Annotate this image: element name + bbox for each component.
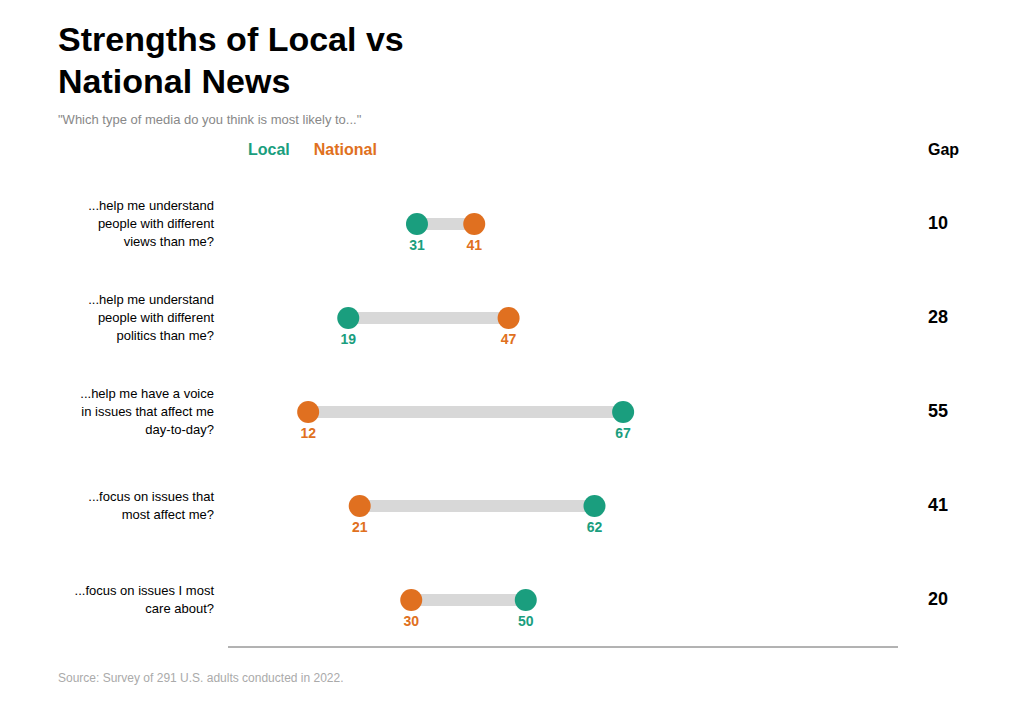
svg-text:28: 28 [928,307,948,327]
html-text:National News: National News [58,62,291,100]
html-text:Local: Local [248,141,290,158]
svg-text:41: 41 [466,237,482,253]
svg-text:10: 10 [928,213,948,233]
svg-text:47: 47 [501,331,517,347]
svg-text:21: 21 [352,519,368,535]
html-text:Source: Survey of 291 U.S. adu: Source: Survey of 291 U.S. adults conduc… [58,671,344,685]
svg-text:12: 12 [300,425,316,441]
html-text:"Which type of media do you th: "Which type of media do you think is mos… [58,112,362,127]
svg-text:...help me understandpeople wi: ...help me understandpeople with differe… [88,198,214,249]
svg-text:...focus on issues I mostcare: ...focus on issues I mostcare about? [75,583,215,616]
svg-text:41: 41 [928,495,948,515]
html-text:National: National [313,141,377,158]
svg-text:30: 30 [403,613,419,629]
svg-text:...focus on issues thatmost af: ...focus on issues thatmost affect me? [88,489,214,522]
svg-text:50: 50 [518,613,534,629]
html-text:Gap: Gap [928,141,960,158]
svg-text:55: 55 [928,401,948,421]
svg-text:19: 19 [340,331,356,347]
svg-text:31: 31 [409,237,425,253]
svg-text:67: 67 [615,425,631,441]
svg-text:...help me have a voicein issu: ...help me have a voicein issues that af… [80,386,214,437]
svg-text:...help me understandpeople wi: ...help me understandpeople with differe… [88,292,214,343]
svg-text:20: 20 [928,589,948,609]
html-text:Strengths of Local vs: Strengths of Local vs [58,20,404,58]
svg-text:62: 62 [587,519,603,535]
